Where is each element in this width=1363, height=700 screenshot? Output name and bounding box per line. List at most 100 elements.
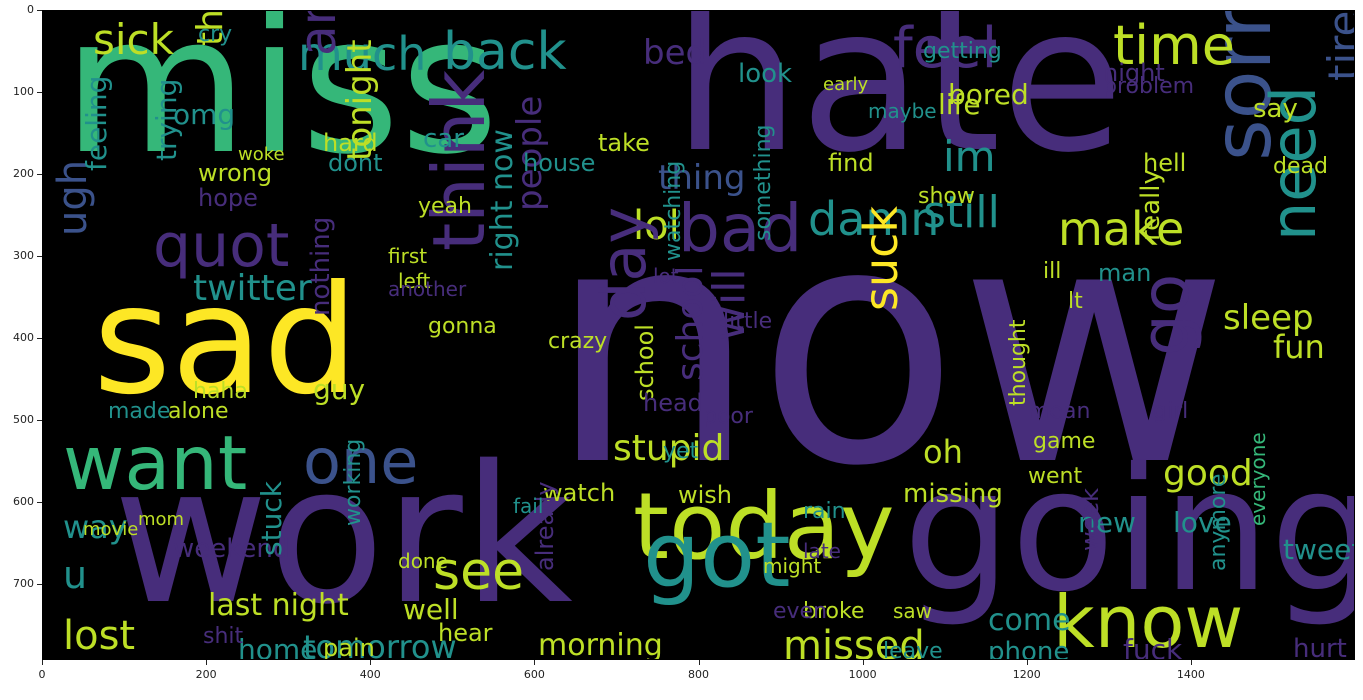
cloud-word: problem	[1103, 74, 1195, 99]
y-tick-label: 400	[13, 331, 34, 345]
cloud-word: hell	[1143, 149, 1187, 177]
cloud-word: really	[1136, 169, 1166, 241]
x-tick-mark	[698, 660, 700, 665]
cloud-word: tomorrow	[303, 628, 457, 660]
cloud-word: make	[1058, 202, 1185, 256]
cloud-word: lost	[63, 613, 136, 659]
cloud-word: yeah	[418, 194, 472, 219]
y-tick-label: 100	[13, 85, 34, 99]
y-tick-label: 300	[13, 249, 34, 263]
cloud-word: miss	[63, 10, 499, 196]
x-tick-label: 600	[523, 668, 545, 681]
cloud-word: alone	[168, 399, 229, 424]
cloud-word: car	[423, 124, 464, 154]
cloud-word: even	[773, 599, 828, 624]
cloud-word: went	[1028, 464, 1083, 489]
cloud-word: going	[903, 432, 1355, 630]
cloud-word: poor	[703, 404, 753, 429]
cloud-word: nothing	[306, 216, 336, 316]
cloud-word: one	[303, 425, 419, 498]
cloud-word: little	[723, 309, 773, 334]
cloud-word: feel	[893, 16, 998, 81]
cloud-word: way	[63, 508, 128, 546]
cloud-word: might	[763, 554, 822, 578]
cloud-word: late	[803, 539, 841, 563]
y-tick-mark	[37, 584, 42, 586]
cloud-word: yet	[663, 439, 699, 464]
cloud-word: stuck	[255, 481, 288, 556]
cloud-word: broke	[803, 599, 865, 624]
cloud-word: morning	[538, 628, 663, 660]
cloud-word: fuck	[1123, 633, 1183, 660]
cloud-word: work	[113, 425, 573, 646]
cloud-word: life	[938, 88, 981, 121]
cloud-word: much	[298, 27, 427, 81]
cloud-word: gonna	[428, 314, 497, 339]
x-tick-label: 1200	[1012, 668, 1041, 681]
y-tick-mark	[37, 10, 42, 11]
cloud-word: mean	[1028, 399, 1091, 424]
cloud-word: man	[1098, 259, 1152, 287]
cloud-word: home	[238, 633, 318, 660]
x-tick-mark	[862, 660, 864, 665]
cloud-word: lt	[1068, 289, 1083, 314]
cloud-word: back	[443, 22, 567, 82]
cloud-word: hear	[438, 619, 493, 647]
y-tick-label: 700	[13, 577, 34, 591]
cloud-word: hurt	[1293, 634, 1347, 660]
cloud-word: sad	[93, 254, 359, 428]
cloud-word: getting	[923, 39, 1002, 64]
cloud-word: tweet	[1283, 533, 1355, 566]
cloud-word: watch	[543, 479, 616, 507]
cloud-word: know	[1053, 580, 1244, 660]
cloud-word: phone	[988, 637, 1070, 660]
cloud-word: find	[828, 149, 874, 177]
cloud-word: guy	[313, 373, 366, 406]
x-tick-mark	[1190, 660, 1192, 665]
cloud-word: house	[523, 149, 596, 177]
cloud-word: show	[918, 184, 975, 209]
cloud-word: wish	[678, 481, 733, 509]
cloud-word: bad	[678, 190, 803, 267]
cloud-word: ill	[1043, 259, 1062, 284]
cloud-word: saw	[893, 599, 933, 623]
cloud-word: u	[63, 553, 88, 597]
cloud-word: fun	[1273, 328, 1325, 366]
cloud-word: come	[988, 603, 1071, 638]
cloud-word: well	[403, 593, 459, 626]
cloud-word: mom	[138, 509, 185, 530]
cloud-word: head	[643, 389, 703, 417]
wordcloud-image: now miss hate work going sad today got know want o…	[42, 10, 1355, 660]
cloud-word: weekend	[173, 534, 290, 564]
y-tick-label: 500	[13, 413, 34, 427]
cloud-word: trying	[150, 78, 183, 161]
x-tick-label: 1400	[1176, 668, 1205, 681]
x-tick-mark	[42, 660, 43, 665]
cloud-word: right now	[485, 129, 520, 271]
cloud-word: oh	[923, 433, 963, 471]
cloud-word: omg	[173, 98, 236, 131]
cloud-word: hope	[198, 184, 258, 212]
cloud-word: shit	[203, 624, 244, 649]
x-tick-mark	[370, 660, 372, 665]
x-tick-mark	[206, 660, 208, 665]
cloud-word: still	[923, 187, 1000, 238]
cloud-word: leave	[883, 639, 943, 660]
cloud-word: girl	[1153, 399, 1189, 424]
cloud-word: movie	[83, 519, 139, 540]
x-tick-label: 200	[195, 668, 217, 681]
cloud-word: working	[341, 438, 366, 526]
y-tick-label: 0	[27, 3, 34, 16]
cloud-word: lol	[633, 203, 680, 249]
cloud-word: damn	[808, 192, 940, 246]
cloud-word: done	[398, 549, 448, 573]
cloud-word: night	[1103, 59, 1165, 87]
x-tick-label: 800	[688, 668, 709, 681]
cloud-word: wrong	[198, 159, 273, 187]
cloud-word: week	[1076, 487, 1104, 551]
cloud-word: dont	[328, 149, 383, 177]
cloud-word: see	[433, 542, 525, 602]
y-tick-mark	[37, 174, 42, 176]
cloud-word: game	[1033, 429, 1096, 454]
